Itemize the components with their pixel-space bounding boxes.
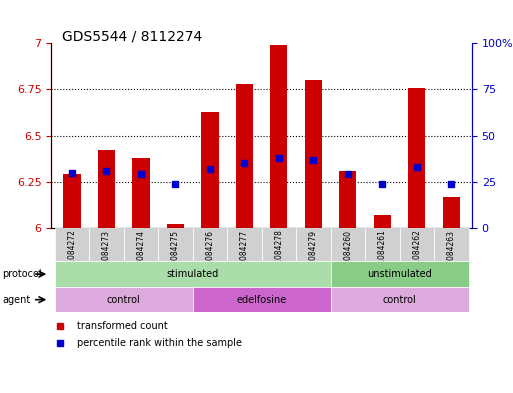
FancyBboxPatch shape <box>124 228 158 261</box>
FancyBboxPatch shape <box>227 228 262 261</box>
FancyBboxPatch shape <box>55 261 330 287</box>
Bar <box>98 151 115 228</box>
FancyBboxPatch shape <box>365 228 400 261</box>
Text: GSM1084263: GSM1084263 <box>447 230 456 281</box>
Text: control: control <box>107 295 141 305</box>
FancyBboxPatch shape <box>330 261 468 287</box>
Text: control: control <box>383 295 417 305</box>
Text: GSM1084276: GSM1084276 <box>205 230 214 281</box>
Text: GSM1084277: GSM1084277 <box>240 230 249 281</box>
Bar <box>408 88 425 228</box>
Text: transformed count: transformed count <box>76 321 167 331</box>
Bar <box>305 80 322 228</box>
Text: GSM1084274: GSM1084274 <box>136 230 146 281</box>
FancyBboxPatch shape <box>193 228 227 261</box>
Text: GSM1084261: GSM1084261 <box>378 230 387 281</box>
Text: agent: agent <box>3 295 31 305</box>
Text: GSM1084273: GSM1084273 <box>102 230 111 281</box>
FancyBboxPatch shape <box>330 287 468 312</box>
Text: GSM1084278: GSM1084278 <box>274 230 283 281</box>
FancyBboxPatch shape <box>434 228 468 261</box>
Bar <box>443 196 460 228</box>
Bar <box>373 215 391 228</box>
Text: GSM1084279: GSM1084279 <box>309 230 318 281</box>
Bar <box>64 174 81 228</box>
FancyBboxPatch shape <box>262 228 296 261</box>
Text: GSM1084260: GSM1084260 <box>343 230 352 281</box>
Text: GDS5544 / 8112274: GDS5544 / 8112274 <box>62 29 202 44</box>
Text: protocol: protocol <box>3 269 42 279</box>
FancyBboxPatch shape <box>296 228 330 261</box>
Text: percentile rank within the sample: percentile rank within the sample <box>76 338 242 348</box>
Text: edelfosine: edelfosine <box>236 295 287 305</box>
FancyBboxPatch shape <box>55 287 193 312</box>
FancyBboxPatch shape <box>158 228 193 261</box>
Bar <box>236 84 253 228</box>
Bar <box>201 112 219 228</box>
FancyBboxPatch shape <box>193 287 330 312</box>
FancyBboxPatch shape <box>55 228 89 261</box>
Bar <box>132 158 150 228</box>
FancyBboxPatch shape <box>400 228 434 261</box>
Text: GSM1084275: GSM1084275 <box>171 230 180 281</box>
Bar <box>270 45 287 228</box>
FancyBboxPatch shape <box>89 228 124 261</box>
Bar <box>167 224 184 228</box>
Text: GSM1084262: GSM1084262 <box>412 230 421 281</box>
Text: unstimulated: unstimulated <box>367 269 432 279</box>
FancyBboxPatch shape <box>330 228 365 261</box>
Bar <box>339 171 357 228</box>
Text: stimulated: stimulated <box>167 269 219 279</box>
Text: GSM1084272: GSM1084272 <box>68 230 76 281</box>
